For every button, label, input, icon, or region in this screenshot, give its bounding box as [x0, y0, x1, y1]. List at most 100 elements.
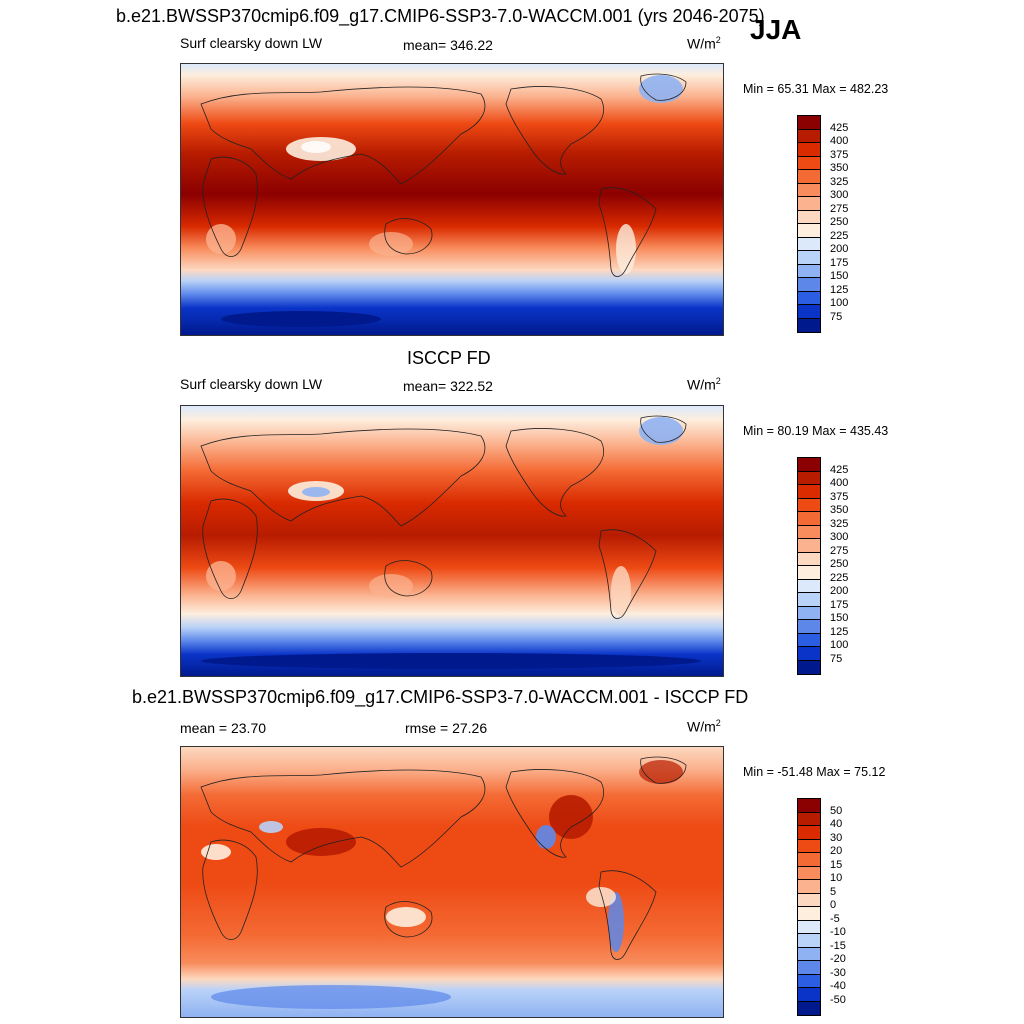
colorbar-swatch	[798, 291, 820, 305]
colorbar-swatch	[798, 156, 820, 170]
colorbar-swatch	[798, 498, 820, 512]
colorbar-swatch	[798, 264, 820, 278]
colorbar-tick-label: 300	[830, 531, 849, 543]
colorbar-tick-label: 400	[830, 477, 849, 489]
panel2-title: ISCCP FD	[407, 348, 491, 368]
colorbar-tick-label: 300	[830, 189, 849, 201]
colorbar-swatch	[798, 485, 820, 499]
panel3-colorbar-labels: 50 40 30 20 15 10 5 0 -5 -10 -15 -20 -30 -40 -50	[830, 798, 870, 1014]
colorbar-tick-label: 50	[830, 804, 843, 817]
colorbar-swatch	[798, 593, 820, 607]
colorbar-tick-label: -30	[830, 966, 846, 979]
colorbar-tick-label: 10	[830, 872, 843, 884]
panel1-minmax: Min = 65.31 Max = 482.23	[743, 82, 889, 96]
panel3-mean-label: mean = 23.70	[180, 720, 267, 736]
panel1-variable-label: Surf clearsky down LW	[180, 35, 323, 51]
panel1-colorbar	[797, 115, 821, 333]
colorbar-tick-label: 350	[830, 162, 849, 174]
colorbar-swatch	[798, 988, 820, 1002]
panel3-title: b.e21.BWSSP370cmip6.f09_g17.CMIP6-SSP3-7…	[132, 687, 749, 707]
colorbar-tick-label: -15	[830, 939, 846, 952]
colorbar-swatch	[798, 183, 820, 197]
panel2-variable-label: Surf clearsky down LW	[180, 376, 323, 392]
panel1-units: W/m2	[687, 35, 721, 52]
colorbar-tick-label: 150	[830, 270, 849, 282]
colorbar-swatch	[798, 647, 820, 661]
colorbar-swatch	[798, 866, 820, 880]
colorbar-swatch	[798, 512, 820, 526]
panel3-minmax: Min = -51.48 Max = 75.12	[743, 765, 886, 779]
panel1-colorbar-labels: 425 400 375 350 325 300 275 250 225 200 175 150 125 1…	[830, 115, 870, 331]
colorbar-swatch	[798, 525, 820, 539]
colorbar-swatch	[798, 129, 820, 143]
season-label: JJA	[750, 14, 802, 45]
panel2-units: W/m2	[687, 376, 721, 393]
colorbar-swatch	[798, 305, 820, 319]
colorbar-tick-label: 400	[830, 135, 849, 147]
colorbar-swatch	[798, 934, 820, 948]
colorbar-swatch	[798, 116, 820, 130]
colorbar-swatch	[798, 907, 820, 921]
panel3-units: W/m2	[687, 718, 721, 735]
colorbar-tick-label: 150	[830, 612, 849, 624]
colorbar-swatch	[798, 237, 820, 251]
colorbar-tick-label: 20	[830, 845, 843, 857]
panel2-map	[180, 405, 724, 677]
colorbar-swatch	[798, 620, 820, 634]
colorbar-tick-label: 75	[830, 652, 843, 665]
panel2-minmax: Min = 80.19 Max = 435.43	[743, 424, 889, 438]
colorbar-swatch	[798, 251, 820, 265]
panel3-rmse-label: rmse = 27.26	[405, 720, 488, 736]
colorbar-tick-label: 100	[830, 639, 849, 651]
colorbar-swatch	[798, 1001, 820, 1015]
colorbar-swatch	[798, 318, 820, 332]
colorbar-swatch	[798, 539, 820, 553]
colorbar-swatch	[798, 799, 820, 813]
colorbar-tick-label: 325	[830, 175, 849, 188]
colorbar-swatch	[798, 974, 820, 988]
panel1-mean-label: mean= 346.22	[403, 37, 493, 53]
colorbar-tick-label: 375	[830, 148, 849, 161]
colorbar-tick-label: -50	[830, 993, 846, 1006]
colorbar-tick-label: 275	[830, 202, 849, 215]
colorbar-tick-label: 125	[830, 625, 849, 638]
colorbar-tick-label: 5	[830, 885, 837, 898]
colorbar-swatch	[798, 893, 820, 907]
colorbar-tick-label: 0	[830, 899, 837, 911]
colorbar-tick-label: 425	[830, 463, 849, 476]
colorbar-tick-label: 175	[830, 598, 849, 611]
colorbar-tick-label: 225	[830, 229, 849, 242]
colorbar-tick-label: 200	[830, 585, 849, 597]
colorbar-tick-label: 30	[830, 831, 843, 844]
colorbar-tick-label: 15	[830, 858, 843, 871]
colorbar-tick-label: 40	[830, 818, 843, 830]
colorbar-tick-label: 100	[830, 297, 849, 309]
colorbar-tick-label: 250	[830, 558, 849, 570]
colorbar-swatch	[798, 880, 820, 894]
colorbar-swatch	[798, 812, 820, 826]
colorbar-tick-label: 175	[830, 256, 849, 269]
panel1-map	[180, 63, 724, 336]
colorbar-swatch	[798, 278, 820, 292]
colorbar-tick-label: -20	[830, 953, 846, 965]
colorbar-swatch	[798, 920, 820, 934]
colorbar-swatch	[798, 458, 820, 472]
panel2-mean-label: mean= 322.52	[403, 378, 493, 394]
panel3-colorbar	[797, 798, 821, 1016]
colorbar-swatch	[798, 197, 820, 211]
colorbar-swatch	[798, 552, 820, 566]
colorbar-tick-label: 125	[830, 283, 849, 296]
colorbar-tick-label: 200	[830, 243, 849, 255]
panel3-map	[180, 746, 724, 1018]
panel2-colorbar	[797, 457, 821, 675]
colorbar-swatch	[798, 566, 820, 580]
colorbar-swatch	[798, 660, 820, 674]
colorbar-swatch	[798, 579, 820, 593]
colorbar-tick-label: 275	[830, 544, 849, 557]
colorbar-tick-label: 75	[830, 310, 843, 323]
colorbar-swatch	[798, 633, 820, 647]
colorbar-tick-label: 325	[830, 517, 849, 530]
colorbar-swatch	[798, 826, 820, 840]
colorbar-tick-label: 425	[830, 121, 849, 134]
colorbar-tick-label: -5	[830, 912, 840, 925]
